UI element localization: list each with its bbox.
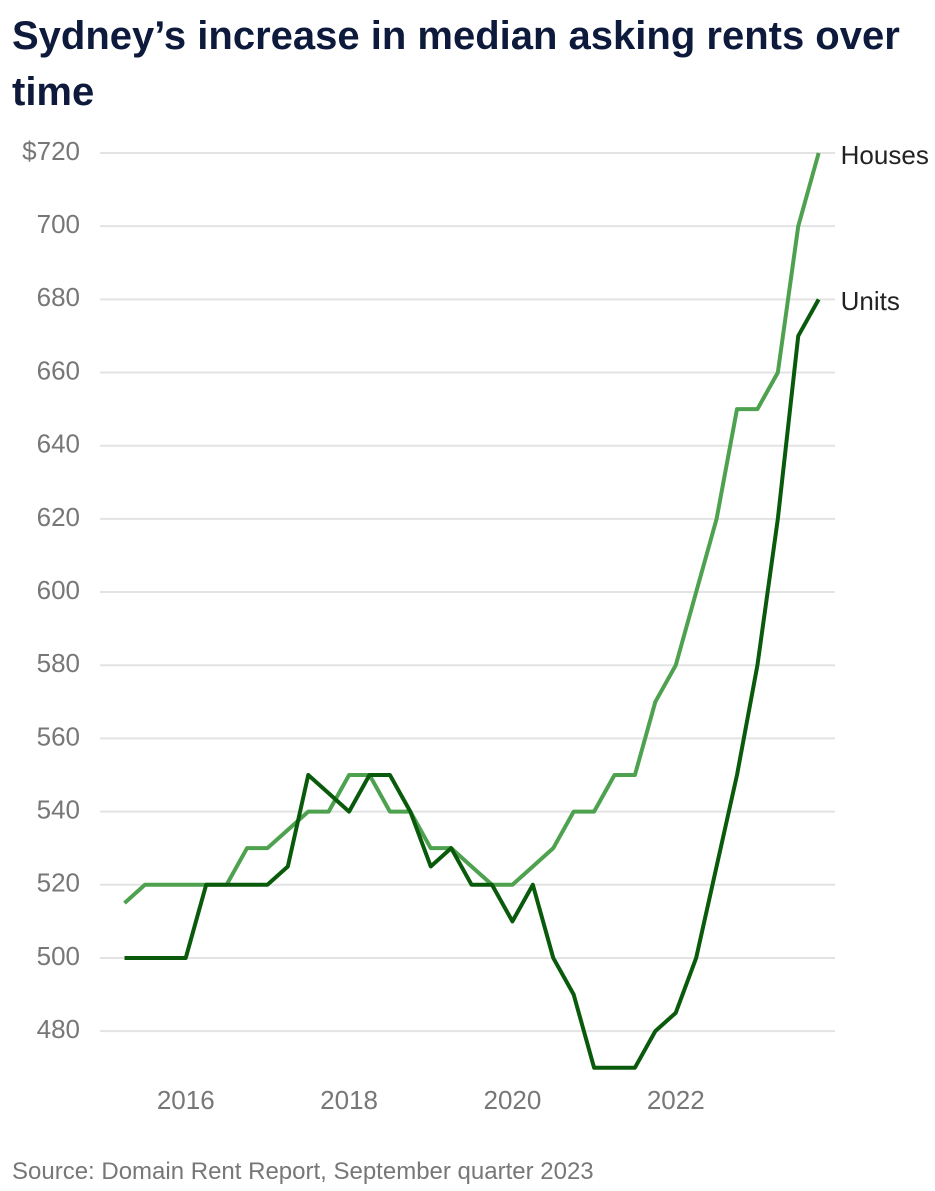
x-tick-label: 2016 [157, 1085, 215, 1115]
y-tick-label: 660 [37, 355, 80, 385]
y-tick-label: 600 [37, 575, 80, 605]
y-tick-label: 560 [37, 721, 80, 751]
y-tick-label: $720 [22, 136, 80, 166]
x-tick-label: 2020 [483, 1085, 541, 1115]
y-tick-label: 480 [37, 1014, 80, 1044]
y-tick-label: 640 [37, 429, 80, 459]
chart: 480 500 520 540 560 580 600 620 640 660 680 700 $720… [22, 136, 929, 1115]
y-tick-label: 520 [37, 868, 80, 898]
y-tick-label: 500 [37, 941, 80, 971]
series-line [124, 298, 821, 1070]
source-note: Source: Domain Rent Report, September qu… [12, 1158, 594, 1185]
x-tick-label: 2018 [320, 1085, 378, 1115]
series-label: Houses [841, 140, 929, 170]
series-line [123, 152, 821, 905]
y-tick-label: 540 [37, 794, 80, 824]
y-tick-label: 700 [37, 209, 80, 239]
series-label: Units [841, 286, 900, 316]
x-tick-label: 2022 [647, 1085, 705, 1115]
y-tick-label: 680 [37, 282, 80, 312]
chart-title: Sydney’s increase in median asking rents… [12, 14, 900, 114]
y-tick-label: 580 [37, 648, 80, 678]
y-tick-label: 620 [37, 502, 80, 532]
